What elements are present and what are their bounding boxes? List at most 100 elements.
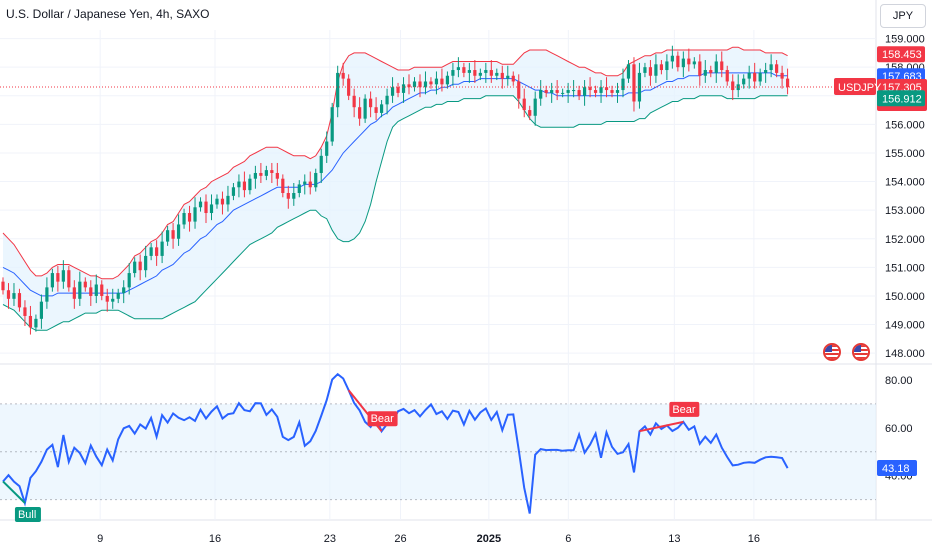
currency-selector-button[interactable]: JPY: [880, 4, 926, 28]
candle-body: [6, 290, 11, 299]
candle-body: [314, 172, 318, 188]
price-tick-label: 150.000: [885, 291, 925, 303]
lower-band-price-label: 156.912: [882, 93, 922, 105]
candle-body: [23, 307, 27, 316]
candle-body: [226, 195, 230, 205]
bollinger-band-fill: [3, 47, 788, 331]
candle-body: [692, 61, 696, 65]
candle-body: [374, 107, 378, 113]
candle-body: [341, 72, 345, 79]
candle-body: [643, 67, 647, 73]
candle-body: [72, 287, 76, 299]
candle-body: [39, 301, 44, 319]
bollinger-upper-line: [2, 46, 788, 280]
candle-body: [89, 287, 93, 296]
candle-body: [451, 70, 455, 76]
bear-divergence-tag: [367, 411, 398, 427]
bull-divergence-line: [2, 480, 26, 504]
candle-body: [401, 84, 406, 93]
candle-body: [83, 281, 87, 288]
candle-body: [94, 284, 98, 296]
upper-band-price-label-bg: [877, 46, 925, 63]
candle-body: [17, 293, 22, 308]
candle-body: [467, 70, 471, 73]
candle-body: [577, 90, 581, 96]
candle-body: [780, 72, 784, 79]
candle-body: [582, 87, 587, 96]
candle-body: [440, 78, 444, 85]
candle-body: [204, 201, 208, 214]
candle-body: [78, 281, 82, 299]
upper-band-price-label: 158.453: [882, 49, 922, 61]
candle-body: [703, 70, 707, 76]
candle-body: [604, 87, 609, 91]
candle-body: [648, 67, 653, 76]
candle-body: [385, 95, 389, 105]
candle-body: [259, 172, 263, 176]
candle-body: [330, 107, 334, 142]
candle-body: [275, 172, 279, 179]
candle-body: [621, 78, 625, 91]
candle-body: [122, 287, 126, 294]
bull-divergence-tag: [14, 507, 41, 523]
candle-body: [242, 181, 247, 191]
candle-body: [429, 81, 433, 85]
candle-body: [588, 87, 592, 91]
candle-body: [725, 70, 729, 82]
candle-body: [681, 58, 685, 68]
candle-body: [473, 70, 477, 76]
candle-body: [111, 298, 115, 302]
candle-body: [731, 81, 735, 91]
candle-body: [753, 72, 757, 82]
candle-body: [198, 201, 203, 208]
time-tick-label: 16: [748, 533, 760, 545]
candle-body: [528, 110, 532, 116]
candle-body: [423, 81, 428, 88]
candle-body: [396, 87, 400, 93]
candle-body: [626, 64, 631, 79]
candle-body: [116, 293, 120, 299]
candle-body: [352, 95, 356, 108]
candle-body: [511, 75, 515, 82]
candle-body: [506, 75, 510, 79]
candle-body: [544, 90, 548, 93]
candle-body: [61, 270, 65, 282]
candle-body: [127, 273, 131, 288]
candle-body: [566, 90, 570, 93]
us-flag-event-icon[interactable]: [852, 343, 870, 361]
lower-band-price-label-bg: [877, 90, 925, 107]
bollinger-basis-line: [2, 72, 788, 297]
symbol-label: USDJPY: [838, 82, 882, 94]
candle-body: [248, 178, 252, 191]
candle-body: [495, 72, 499, 76]
price-tick-label: 159.000: [885, 34, 925, 46]
bear-divergence-label: Bear: [371, 413, 395, 425]
rsi-value-label: 43.18: [882, 463, 910, 475]
bull-divergence-label: Bull: [18, 509, 36, 521]
candle-body: [149, 247, 153, 256]
candle-body: [138, 261, 142, 271]
candle-body: [456, 67, 460, 71]
candle-body: [160, 241, 164, 256]
candle-body: [171, 230, 175, 239]
candle-body: [209, 204, 214, 214]
candle-body: [539, 90, 543, 99]
candle-body: [599, 87, 603, 93]
candle-body: [572, 90, 576, 92]
price-tick-label: 152.000: [885, 234, 925, 246]
candle-body: [478, 72, 482, 76]
time-tick-label: 26: [394, 533, 406, 545]
time-tick-label: 9: [97, 533, 103, 545]
candle-body: [489, 70, 493, 76]
price-tick-label: 153.000: [885, 205, 925, 217]
us-flag-event-icon[interactable]: [823, 343, 841, 361]
candle-body: [747, 72, 751, 79]
chart-title: U.S. Dollar / Japanese Yen, 4h, SAXO: [6, 7, 210, 21]
candle-body: [231, 187, 236, 196]
candle-body: [484, 70, 488, 73]
candle-body: [390, 87, 395, 96]
candle-body: [253, 172, 257, 179]
candle-body: [155, 247, 159, 256]
candle-body: [220, 198, 225, 205]
